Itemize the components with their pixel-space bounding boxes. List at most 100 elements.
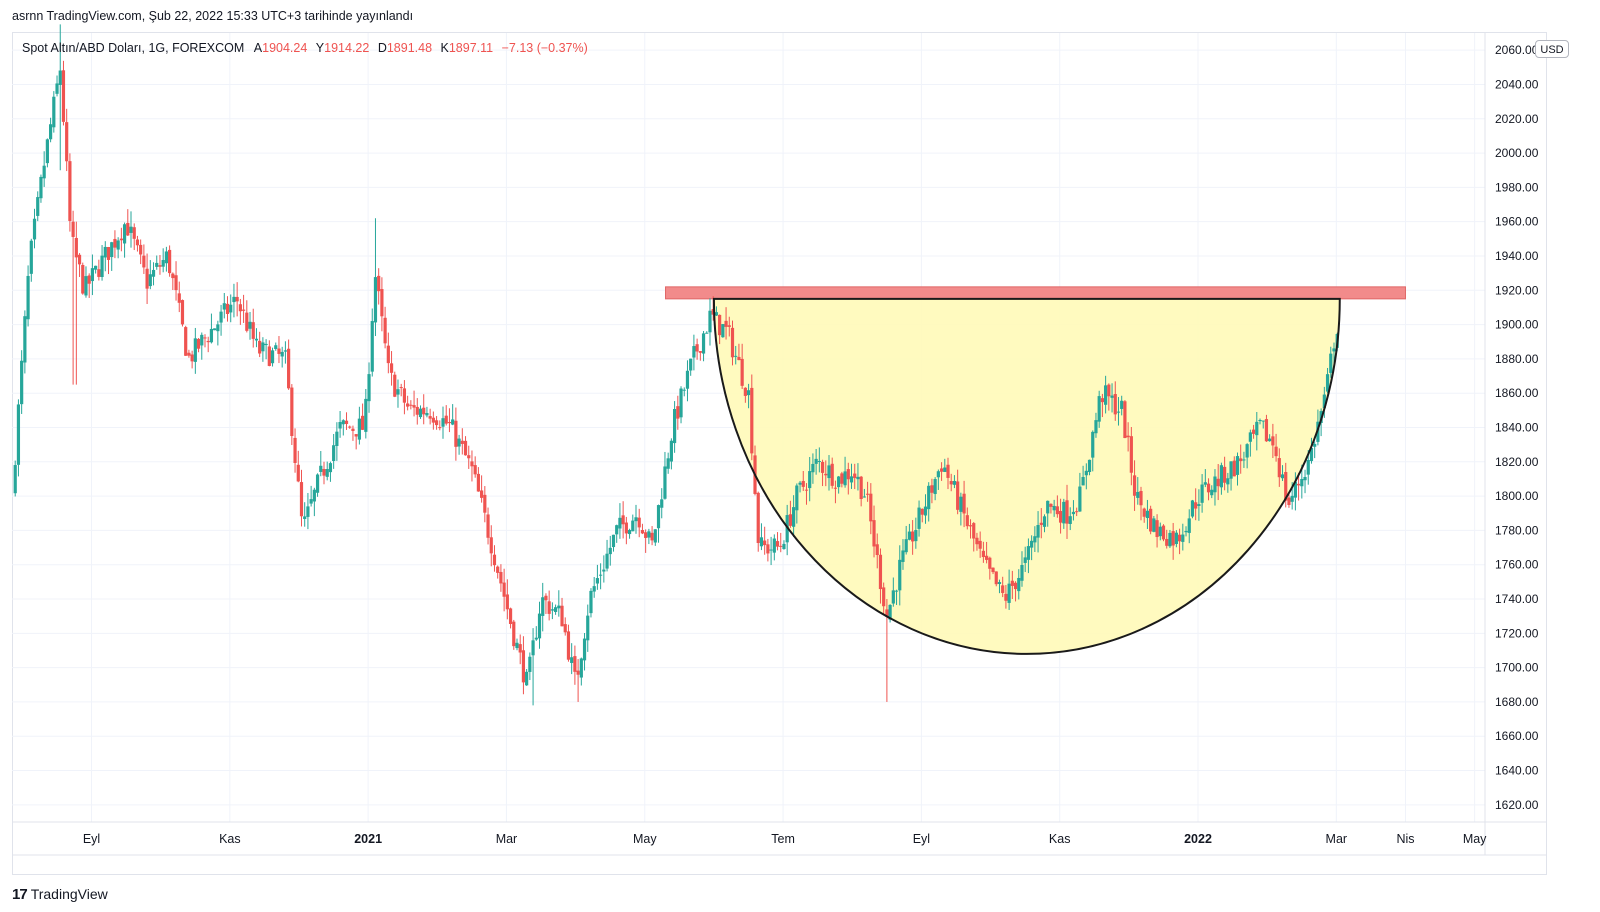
open-label: A	[253, 41, 263, 55]
candle	[309, 485, 313, 507]
candle-body	[135, 239, 140, 246]
candle-body	[721, 324, 725, 338]
candle-body	[1290, 495, 1294, 502]
candle-body	[81, 264, 85, 294]
candle-body	[978, 540, 982, 549]
y-tick-label: 2040.00	[1495, 77, 1539, 91]
candle-body	[1313, 443, 1317, 447]
candle	[949, 473, 953, 492]
candle-body	[26, 275, 30, 320]
candle-body	[570, 657, 574, 663]
candle-body	[550, 609, 554, 611]
candle-body	[1226, 478, 1230, 485]
candle	[119, 227, 123, 252]
candle-body	[1300, 478, 1304, 487]
candle-body	[1165, 538, 1169, 546]
candle-body	[1071, 511, 1076, 515]
candle	[573, 645, 577, 685]
candle-body	[1194, 502, 1198, 509]
candle-body	[283, 350, 288, 352]
candle	[1322, 386, 1326, 418]
candle-body	[599, 574, 603, 576]
candle-body	[16, 404, 21, 465]
candle	[480, 475, 484, 503]
candle-body	[129, 226, 133, 233]
candle	[364, 388, 368, 439]
candle	[1155, 514, 1159, 548]
candle	[438, 420, 442, 431]
candle	[1110, 383, 1114, 413]
candle	[1300, 464, 1304, 499]
candle	[97, 259, 101, 281]
candle	[65, 108, 69, 172]
candle	[122, 222, 127, 258]
candle-body	[901, 550, 905, 562]
tradingview-logo[interactable]: 17 TradingView	[12, 886, 108, 903]
candle-body	[489, 537, 493, 554]
candle	[547, 590, 551, 621]
candle-body	[238, 304, 242, 312]
candle	[1245, 443, 1249, 469]
candle-body	[959, 496, 963, 512]
candle-body	[52, 96, 56, 128]
candle	[1306, 450, 1310, 485]
candle	[129, 211, 133, 248]
candle	[74, 221, 78, 385]
candle	[428, 408, 432, 425]
candle-body	[756, 492, 760, 544]
candle-body	[576, 670, 580, 675]
candle-body	[1068, 516, 1072, 524]
candle-body	[705, 332, 709, 334]
candle	[602, 555, 606, 583]
candle	[332, 433, 336, 469]
candle-body	[1171, 531, 1175, 546]
candle	[196, 337, 201, 353]
candle-body	[315, 474, 320, 493]
candle	[541, 582, 545, 632]
candle	[1065, 484, 1069, 539]
candle-body	[122, 224, 127, 244]
candle-body	[312, 489, 316, 502]
candle	[447, 408, 452, 433]
candle-body	[61, 70, 66, 122]
candle-body	[1287, 497, 1291, 505]
candle-body	[1010, 580, 1014, 586]
candle	[621, 501, 625, 539]
candle-body	[180, 300, 185, 325]
candle	[1213, 469, 1217, 506]
candle	[724, 307, 728, 340]
candle-body	[1084, 470, 1088, 476]
candle	[894, 589, 899, 605]
candle-body	[1158, 526, 1162, 537]
candle	[161, 248, 165, 273]
candle	[1123, 400, 1127, 439]
candle-body	[615, 525, 619, 535]
candle-body	[759, 537, 764, 547]
candle-body	[673, 409, 677, 444]
candle	[676, 395, 680, 430]
symbol-legend[interactable]: Spot Altın/ABD Doları, 1G, FOREXCOM A190…	[22, 41, 588, 55]
candle	[968, 519, 973, 539]
candle-body	[290, 387, 294, 437]
candle	[354, 434, 358, 450]
candle-body	[605, 553, 609, 569]
candle-body	[521, 650, 526, 683]
candle-body	[280, 351, 284, 357]
candle	[1187, 509, 1191, 544]
candle-body	[775, 541, 780, 547]
candle-body	[200, 334, 204, 346]
candle-body	[1142, 508, 1146, 517]
candle-body	[936, 471, 940, 478]
candle-body	[611, 534, 616, 548]
candle	[862, 488, 866, 498]
candle	[653, 529, 657, 546]
candle-body	[718, 314, 722, 336]
candle	[132, 223, 136, 251]
candle	[235, 282, 239, 317]
candle	[965, 507, 969, 530]
candle-body	[595, 578, 600, 584]
y-tick-label: 1720.00	[1495, 626, 1539, 640]
candle	[1036, 511, 1040, 553]
currency-badge[interactable]: USD	[1535, 40, 1569, 58]
